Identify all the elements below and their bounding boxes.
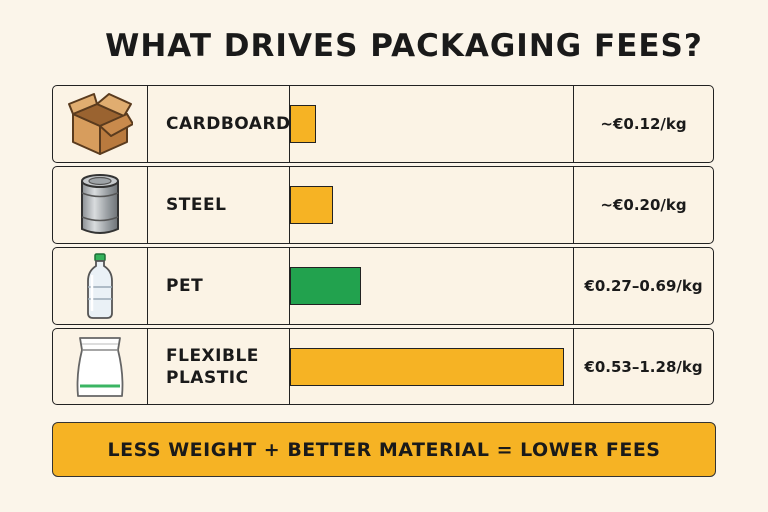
value-label: ~€0.20/kg [600, 196, 687, 214]
steel-can-icon [53, 167, 148, 243]
value-label: €0.53–1.28/kg [584, 357, 703, 376]
chart-title: WHAT DRIVES PACKAGING FEES? [105, 28, 703, 64]
row-cardboard: CARDBOARD ~€0.12/kg [52, 85, 714, 163]
row-label: FLEXIBLE PLASTIC [148, 329, 290, 404]
bar-area [290, 248, 574, 324]
row-label: STEEL [148, 167, 290, 243]
pet-bottle-icon [53, 248, 148, 324]
bar-cardboard [290, 105, 316, 143]
row-pet: PET €0.27–0.69/kg [52, 247, 714, 325]
flexible-pouch-icon [53, 329, 148, 404]
bar-steel [290, 186, 333, 224]
cardboard-box-icon [53, 86, 148, 162]
fee-table: CARDBOARD ~€0.12/kg [52, 85, 716, 405]
row-label: PET [148, 248, 290, 324]
bar-pet [290, 267, 361, 305]
bar-area [290, 329, 574, 404]
row-label: CARDBOARD [148, 86, 290, 162]
value-label: €0.27–0.69/kg [584, 277, 703, 295]
row-flexible-plastic: FLEXIBLE PLASTIC €0.53–1.28/kg [52, 328, 714, 405]
bar-flexible-plastic [290, 347, 564, 386]
row-steel: STEEL ~€0.20/kg [52, 166, 714, 244]
bar-area [290, 86, 574, 162]
bar-area [290, 167, 574, 243]
value-label: ~€0.12/kg [600, 115, 687, 133]
summary-banner: LESS WEIGHT + BETTER MATERIAL = LOWER FE… [52, 422, 716, 477]
